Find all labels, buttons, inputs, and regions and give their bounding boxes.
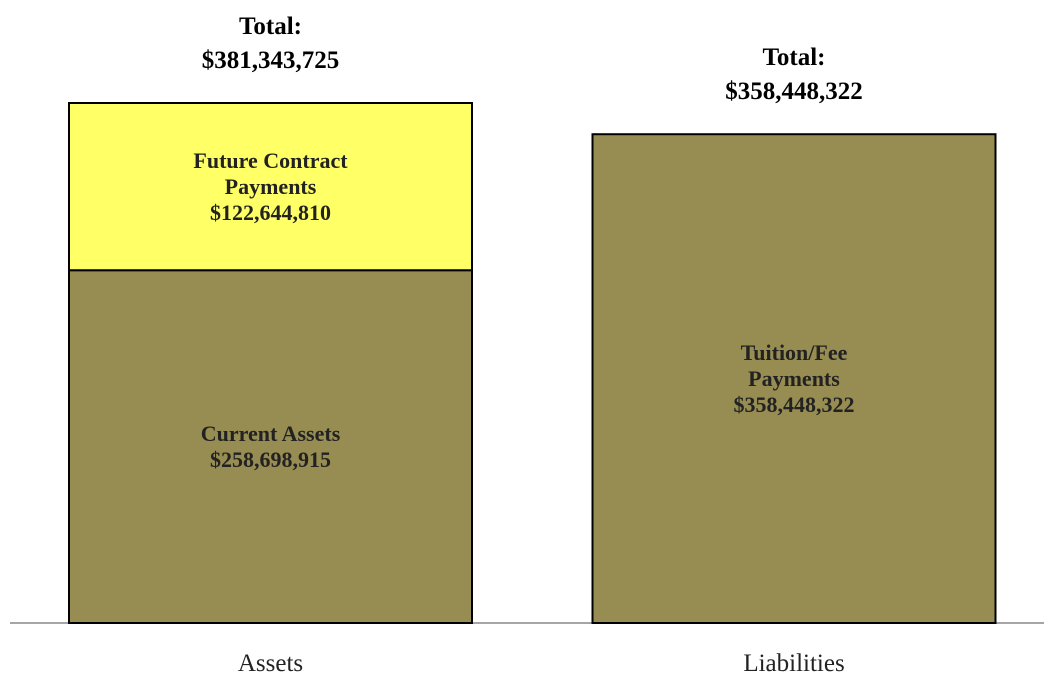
segment-value: $258,698,915 — [210, 446, 331, 472]
total-value: $358,448,322 — [725, 78, 863, 106]
segment-label: Future Contract Payments $122,644,810 — [171, 148, 371, 226]
segment-value: $358,448,322 — [733, 391, 855, 417]
bar-segment — [591, 133, 997, 624]
segment-label: Tuition/Fee Payments $358,448,322 — [694, 340, 894, 418]
x-tick-label: Liabilities — [743, 650, 845, 677]
segment-value: $122,644,810 — [210, 199, 331, 225]
x-tick-label: Assets — [237, 650, 304, 677]
total-value: $381,343,725 — [201, 47, 340, 74]
segment-name: Future Contract Payments — [193, 147, 348, 199]
segment-label: Current Assets $258,698,915 — [171, 421, 371, 473]
total-label: Total: $358,448,322 — [725, 41, 863, 109]
total-label: Total: $381,343,725 — [202, 10, 340, 78]
bar-segment — [68, 102, 473, 272]
segment-name: Current Assets — [200, 420, 341, 446]
bar-segment — [68, 269, 473, 624]
segment-name: Tuition/Fee Payments — [740, 339, 848, 391]
total-title: Total: — [239, 13, 302, 40]
total-title: Total: — [762, 44, 826, 72]
